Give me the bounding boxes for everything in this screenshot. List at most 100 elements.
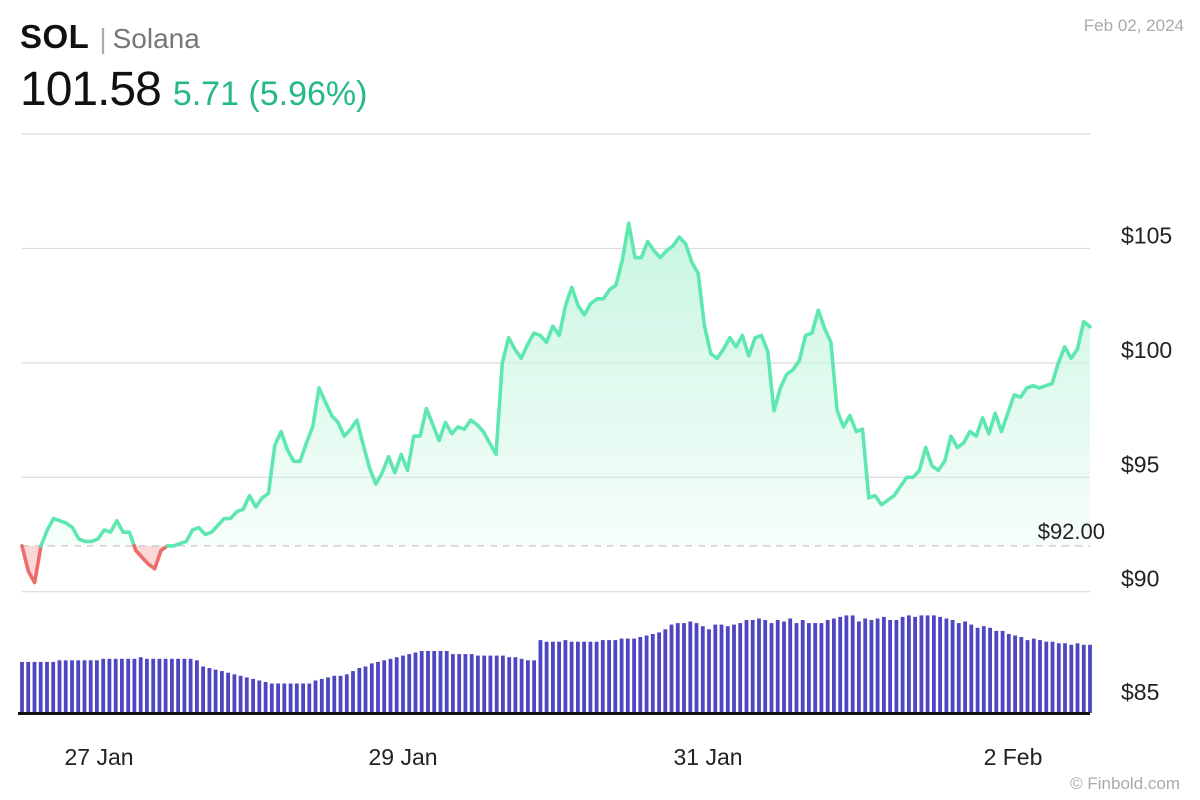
volume-bar <box>644 635 649 713</box>
volume-bar <box>557 641 561 713</box>
volume-bar <box>1000 630 1005 714</box>
title-separator: | <box>99 23 107 54</box>
reference-line: $92.00 <box>22 519 1105 547</box>
volume-bar <box>1038 640 1042 713</box>
volume-bar <box>188 658 193 714</box>
volume-bar <box>1075 643 1080 714</box>
volume-bar <box>394 657 399 713</box>
volume-bar <box>182 658 187 714</box>
volume-bar <box>988 627 992 714</box>
y-axis-labels: $85 $90 $95 $100 $105 <box>1121 222 1172 705</box>
volume-bar <box>769 623 774 713</box>
volume-bar <box>401 655 405 713</box>
x-tick-label: 29 Jan <box>368 744 437 770</box>
header: SOL | Solana 101.58 5.71 (5.96%) <box>20 18 367 117</box>
x-axis-labels: 27 Jan 29 Jan 31 Jan 2 Feb <box>64 744 1042 770</box>
volume-bar <box>244 677 249 713</box>
volume-bar <box>76 660 81 713</box>
volume-bar <box>195 660 199 713</box>
volume-bar <box>301 683 305 713</box>
price-change: 5.71 (5.96%) <box>172 75 368 113</box>
volume-bar <box>719 624 724 713</box>
volume-bar <box>132 658 137 714</box>
volume-bar <box>875 618 880 713</box>
volume-bar <box>738 623 743 713</box>
volume-bar <box>594 641 599 713</box>
volume-bar <box>725 626 730 713</box>
volume-bar <box>176 658 180 714</box>
volume-bar <box>519 658 524 714</box>
volume-bar <box>294 683 299 713</box>
volume-bar <box>488 655 493 713</box>
source-credit: © Finbold.com <box>1070 774 1180 793</box>
volume-bar <box>457 654 462 713</box>
volume-bar <box>782 621 786 713</box>
volume-bar <box>1081 644 1086 713</box>
volume-bar <box>507 657 512 713</box>
volume-bar <box>850 615 855 714</box>
volume-bar <box>750 620 755 713</box>
volume-bar <box>813 623 818 713</box>
volume-bar <box>344 674 349 714</box>
price-area <box>22 223 1091 583</box>
volume-bar <box>463 654 468 713</box>
volume-bar <box>163 658 168 714</box>
volume-bar <box>825 620 830 713</box>
volume-bar <box>757 618 761 713</box>
volume-bar <box>126 658 131 714</box>
volume-bar <box>369 663 374 713</box>
volume-bar <box>326 677 330 713</box>
volume-bar <box>794 623 799 713</box>
x-tick-label: 31 Jan <box>673 744 742 770</box>
volume-bar <box>925 615 930 714</box>
volume-bar <box>419 651 424 713</box>
volume-bar <box>788 618 793 713</box>
volume-bar <box>1056 643 1061 714</box>
volume-bar <box>226 672 230 713</box>
volume-bar <box>432 651 437 713</box>
ticker-symbol: SOL <box>20 18 90 55</box>
volume-bar <box>469 654 474 713</box>
volume-bar <box>844 615 849 714</box>
volume-bar <box>276 683 280 713</box>
volume-bar <box>800 620 805 713</box>
volume-bar <box>675 623 680 713</box>
volume-bar <box>969 624 974 713</box>
volume-bar <box>775 620 780 713</box>
price-line-below <box>20 544 43 585</box>
y-tick-label: $95 <box>1121 451 1159 477</box>
chart-date: Feb 02, 2024 <box>1083 16 1184 35</box>
volume-bar <box>551 641 555 713</box>
volume-bar <box>588 641 593 713</box>
volume-bar <box>51 661 56 713</box>
volume-bar <box>388 658 393 714</box>
volume-bar <box>1025 640 1030 713</box>
volume-bar <box>950 620 955 713</box>
volume-bar <box>363 666 368 713</box>
volume-bar <box>650 634 655 713</box>
volume-bar <box>900 616 905 713</box>
volume-bar <box>88 660 93 713</box>
volume-bar <box>451 654 455 713</box>
price-row: 101.58 5.71 (5.96%) <box>20 62 367 117</box>
volume-bar <box>282 683 287 713</box>
volume-bar <box>1013 635 1017 713</box>
volume-bar <box>95 660 99 713</box>
volume-bars <box>20 615 1092 714</box>
volume-bar <box>532 660 536 713</box>
volume-bar <box>607 640 611 713</box>
volume-bar <box>70 660 74 713</box>
price-line <box>20 221 1092 585</box>
volume-bar <box>332 675 337 713</box>
volume-bar <box>913 616 917 713</box>
price-line-above <box>39 516 136 548</box>
volume-bar <box>807 623 811 713</box>
volume-bar <box>426 651 430 713</box>
volume-bar <box>63 660 68 713</box>
volume-bar <box>713 624 718 713</box>
volume-bar <box>894 620 899 713</box>
x-tick-label: 2 Feb <box>984 744 1043 770</box>
volume-bar <box>376 661 380 713</box>
volume-bar <box>319 678 324 713</box>
volume-bar <box>413 652 418 713</box>
